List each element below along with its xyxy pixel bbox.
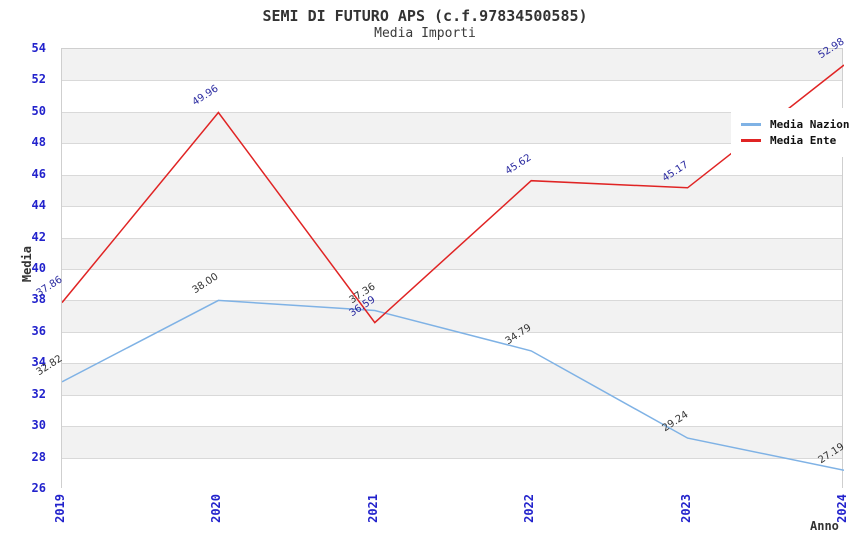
x-axis-title: Anno (810, 519, 839, 533)
y-tick-label: 30 (31, 418, 46, 433)
y-tick-label: 28 (31, 449, 46, 464)
gridline (62, 143, 842, 145)
gridline (62, 331, 842, 333)
legend-swatch-media-nazionale (741, 123, 761, 126)
grid-band (62, 394, 842, 427)
y-tick-label: 38 (31, 292, 46, 307)
x-tick-label: 2022 (522, 494, 537, 523)
x-tick-label: 2019 (53, 494, 67, 523)
grid-band (62, 49, 842, 81)
series-lines (62, 64, 844, 472)
grid-band (62, 457, 842, 489)
chart-title: SEMI DI FUTURO APS (c.f.97834500585) (262, 7, 588, 25)
y-tick-label: 52 (31, 72, 46, 87)
gridline (62, 363, 842, 365)
gridline (62, 269, 842, 270)
legend-row-media-nazionale: Media Nazionale (741, 118, 850, 131)
y-tick-label: 36 (31, 323, 46, 338)
gridline (62, 80, 842, 82)
gridline (62, 237, 842, 239)
grid-band (62, 331, 842, 364)
grid-band (62, 80, 842, 112)
y-tick-label: 32 (31, 386, 46, 401)
legend: Media Nazionale Media Ente (731, 108, 850, 157)
gridline (62, 300, 842, 302)
legend-swatch-media-ente (741, 139, 761, 142)
gridline (62, 111, 842, 113)
y-tick-label: 40 (31, 261, 46, 275)
legend-label-media-nazionale: Media Nazionale (770, 118, 850, 131)
grid-band (62, 426, 842, 458)
grid-band (62, 206, 842, 238)
series-line-media-ente (62, 64, 844, 324)
y-tick-label: 42 (31, 229, 46, 244)
series-line-media-nazionale (62, 299, 844, 472)
legend-row-media-ente: Media Ente (741, 134, 850, 147)
plot-area: Media Nazionale Media Ente (61, 48, 850, 489)
grid-band (62, 111, 842, 144)
y-tick-label: 46 (31, 166, 46, 181)
y-tick-label: 26 (31, 481, 46, 495)
y-tick-label: 48 (31, 135, 46, 150)
gridline (62, 394, 842, 396)
y-tick-label: 50 (31, 103, 46, 118)
gridline (62, 457, 842, 459)
gridline (62, 206, 842, 208)
y-tick-label: 54 (31, 41, 46, 55)
grid-band (62, 300, 842, 332)
gridline (62, 426, 842, 428)
grid-band (62, 269, 842, 301)
x-tick-label: 2020 (209, 494, 224, 523)
y-axis-title: Media (20, 246, 34, 283)
legend-label-media-ente: Media Ente (770, 134, 837, 147)
grid-band (62, 363, 842, 395)
gridline (62, 174, 842, 176)
chart-subtitle: Media Importi (374, 26, 476, 41)
y-tick-label: 34 (31, 355, 46, 370)
grid-band (62, 174, 842, 207)
y-tick-label: 44 (31, 198, 46, 213)
x-tick-label: 2023 (678, 494, 693, 523)
x-tick-label: 2021 (365, 494, 380, 523)
